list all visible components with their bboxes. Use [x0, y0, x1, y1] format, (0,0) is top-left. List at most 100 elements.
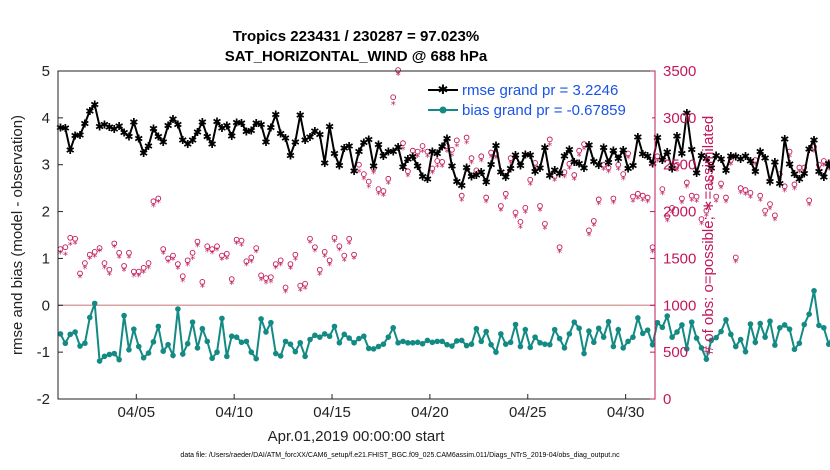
obs-assimilated-marker: *: [753, 161, 758, 172]
obs-assimilated-marker: *: [312, 247, 317, 258]
obs-possible-marker: [405, 168, 411, 175]
obs-assimilated-marker: *: [210, 249, 215, 260]
obs-possible-marker: [595, 196, 602, 203]
obs-assimilated-marker: *: [278, 261, 283, 272]
obs-assimilated-marker: *: [464, 139, 469, 150]
obs-possible-marker: [737, 185, 744, 191]
obs-assimilated-marker: *: [63, 251, 68, 262]
rmse-point: ✱: [345, 140, 354, 153]
rmse-point: ✱: [291, 136, 300, 149]
rmse-point: ✱: [800, 168, 809, 181]
bias-point: [473, 325, 480, 332]
obs-assimilated-marker: *: [562, 173, 567, 184]
obs-assimilated-marker: *: [660, 190, 665, 201]
obs-assimilated-marker: *: [782, 187, 787, 198]
obs-assimilated-marker: *: [655, 157, 660, 168]
rmse-point: ✱: [790, 168, 799, 181]
bias-point: [649, 341, 656, 348]
bias-point: [439, 338, 445, 345]
obs-assimilated-marker: *: [337, 246, 342, 257]
obs-assimilated-marker: *: [356, 167, 361, 178]
obs-possible-marker: [757, 192, 764, 199]
obs-possible-marker: [639, 192, 646, 199]
obs-possible-marker: [292, 251, 299, 258]
bias-point: [297, 339, 304, 346]
obs-possible-marker: [390, 94, 397, 101]
rmse-point: ✱: [320, 157, 329, 170]
bias-point: [586, 328, 592, 334]
bias-point: [414, 339, 421, 346]
obs-assimilated-marker: *: [552, 177, 557, 188]
bias-point: [796, 340, 803, 347]
obs-assimilated-marker: *: [391, 100, 396, 111]
obs-possible-marker: [248, 254, 255, 261]
rmse-point: ✱: [115, 120, 124, 133]
obs-assimilated-marker: *: [821, 162, 826, 173]
rmse-point: ✱: [159, 136, 168, 149]
obs-assimilated-marker: *: [704, 211, 709, 222]
rmse-point: ✱: [198, 116, 207, 129]
bias-point: [365, 345, 372, 352]
rmse-point: ✱: [668, 162, 677, 175]
right-y-tick-label: 1000: [663, 297, 696, 314]
rmse-point: ✱: [379, 150, 388, 163]
obs-assimilated-marker: *: [263, 279, 268, 290]
bias-point: [498, 331, 504, 337]
bias-point: [644, 327, 651, 333]
bias-point: [801, 321, 808, 328]
bias-point: [57, 331, 64, 337]
bias-point: [111, 350, 118, 357]
rmse-point: ✱: [677, 147, 686, 160]
rmse-point: ✱: [222, 119, 231, 132]
rmse-point: ✱: [746, 155, 755, 168]
rmse-line: [60, 102, 830, 187]
obs-possible-marker: [644, 194, 651, 201]
obs-possible-marker: [145, 260, 152, 266]
bias-point: [786, 326, 793, 332]
rmse-point: ✱: [491, 140, 500, 153]
bias-point: [82, 340, 88, 347]
obs-assimilated-marker: *: [826, 164, 830, 175]
obs-possible-marker: [693, 193, 700, 200]
right-y-tick-label: 500: [663, 344, 688, 361]
obs-possible-marker: [380, 188, 387, 194]
obs-assimilated-marker: *: [234, 239, 239, 250]
obs-possible-marker: [566, 160, 573, 167]
bias-point: [135, 343, 142, 350]
obs-assimilated-marker: *: [381, 192, 386, 203]
obs-possible-marker: [155, 195, 162, 202]
x-tick-label: 04/15: [313, 404, 351, 421]
rmse-point: ✱: [237, 117, 246, 130]
rmse-point: ✱: [824, 157, 830, 170]
bias-point: [326, 333, 333, 340]
obs-assimilated-marker: *: [219, 255, 224, 266]
obs-possible-marker: [419, 143, 426, 149]
rmse-point: ✱: [760, 152, 769, 165]
obs-possible-marker: [586, 227, 592, 234]
obs-possible-marker: [600, 161, 607, 168]
obs-assimilated-marker: *: [640, 196, 645, 207]
rmse-point: ✱: [623, 162, 632, 175]
rmse-point: ✱: [819, 171, 828, 184]
obs-assimilated-marker: *: [117, 253, 122, 264]
obs-possible-marker: [556, 244, 563, 251]
obs-possible-marker: [664, 213, 671, 220]
rmse-point: ✱: [599, 141, 608, 154]
rmse-point: ✱: [628, 160, 637, 173]
rmse-point: ✱: [384, 146, 393, 159]
bias-point: [96, 358, 103, 364]
obs-assimilated-marker: *: [175, 265, 180, 276]
obs-possible-marker: [708, 174, 715, 181]
left-y-axis: -2 -1 0 1 2 3 4 5: [37, 63, 63, 408]
obs-possible-marker: [414, 148, 421, 155]
obs-assimilated-marker: *: [170, 255, 175, 266]
bias-point: [77, 343, 83, 349]
bias-point: [101, 353, 108, 360]
bias-point: [737, 336, 744, 343]
bias-point: [684, 346, 690, 352]
bias-point: [512, 321, 519, 328]
bias-point: [517, 343, 524, 350]
rmse-point: ✱: [619, 144, 628, 157]
bias-point: [62, 340, 69, 347]
